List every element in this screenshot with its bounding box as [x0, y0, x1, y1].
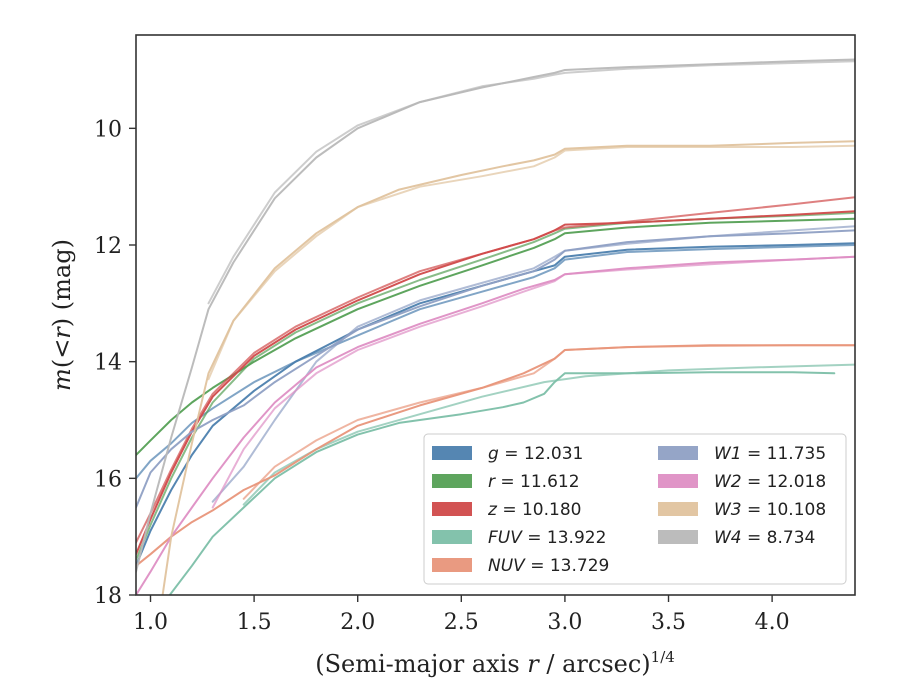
- y-tick-label: 10: [94, 117, 122, 142]
- legend-swatch-w2: [658, 474, 698, 488]
- series-nuv-curve-2: [242, 344, 855, 500]
- y-tick-label: 14: [94, 351, 122, 376]
- legend-label-g: g = 12.031: [488, 444, 583, 464]
- series-r-curve-1: [136, 217, 855, 456]
- legend-label-w1: W1 = 11.735: [714, 444, 826, 464]
- legend-box: [423, 433, 847, 585]
- legend-swatch-fuv: [432, 530, 472, 544]
- y-axis-ticks: 10 12 14 16 18: [94, 117, 136, 609]
- x-tick-label: 2.0: [340, 610, 375, 635]
- x-tick-label: 1.0: [133, 610, 168, 635]
- series-z-curve-1: [136, 210, 855, 556]
- x-tick-label: 1.5: [237, 610, 272, 635]
- legend-swatch-r: [432, 474, 472, 488]
- legend-label-w3: W3 = 10.108: [714, 500, 826, 520]
- legend-label-w2: W2 = 12.018: [714, 472, 826, 492]
- legend-swatch-w3: [658, 502, 698, 516]
- legend-swatch-w1: [658, 446, 698, 460]
- legend-swatch-g: [432, 446, 472, 460]
- series-w3-curve-1: [161, 140, 855, 595]
- y-tick-label: 16: [94, 467, 122, 492]
- series-w1-curve-2: [211, 225, 855, 503]
- x-tick-label: 2.5: [444, 610, 479, 635]
- x-tick-label: 4.0: [755, 610, 790, 635]
- plot-frame: [135, 34, 856, 596]
- curves-layer: [136, 58, 855, 595]
- series-w2-curve-1: [136, 255, 855, 595]
- x-tick-label: 3.0: [547, 610, 582, 635]
- x-axis-label: (Semi-major axis r / arcsec)1/4: [315, 648, 675, 678]
- legend-label-r: r = 11.612: [488, 472, 580, 492]
- series-g-curve-2: [136, 244, 855, 480]
- series-w4-curve-1: [136, 58, 855, 573]
- x-axis-ticks: 1.0 1.5 2.0 2.5 3.0 3.5 4.0: [133, 595, 790, 635]
- series-w2-curve-2: [211, 255, 855, 509]
- series-w3-curve-2: [207, 144, 855, 381]
- series-g-curve-1: [136, 242, 855, 567]
- legend: g = 12.031 r = 11.612 z = 10.180 FUV = 13.9…: [423, 433, 847, 585]
- y-tick-label: 18: [94, 584, 122, 609]
- x-tick-label: 3.5: [651, 610, 686, 635]
- series-w1-curve-1: [136, 229, 855, 509]
- legend-label-nuv: NUV = 13.729: [488, 556, 609, 576]
- legend-label-w4: W4 = 8.734: [714, 528, 815, 548]
- series-z-curve-2: [136, 196, 855, 544]
- y-axis-label: m(<r) (mag): [48, 239, 76, 391]
- y-tick-label: 12: [94, 234, 122, 259]
- legend-swatch-w4: [658, 530, 698, 544]
- legend-swatch-z: [432, 502, 472, 516]
- series-w4-curve-2: [207, 60, 855, 305]
- legend-label-fuv: FUV = 13.922: [488, 528, 606, 548]
- legend-swatch-nuv: [432, 558, 472, 572]
- legend-label-z: z = 10.180: [487, 500, 581, 520]
